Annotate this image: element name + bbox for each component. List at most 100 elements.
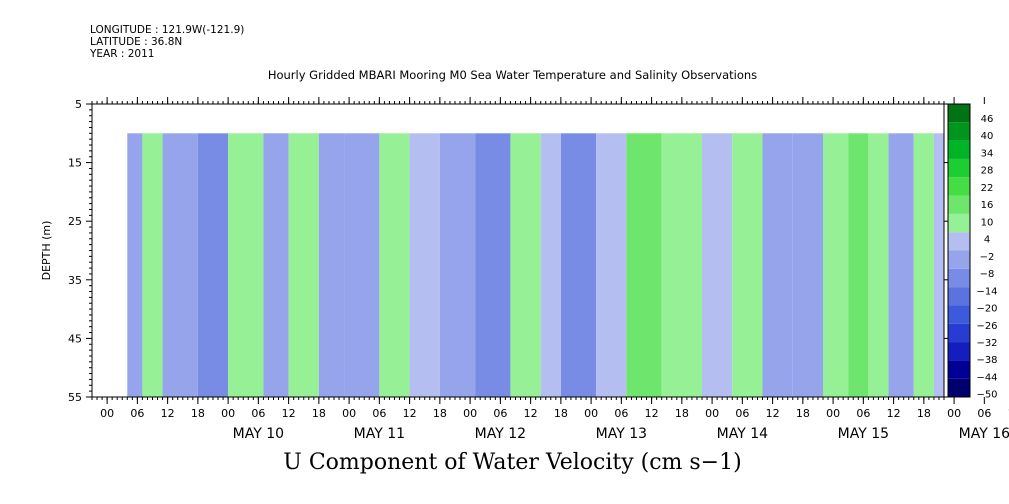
- y-tick-label: 15: [68, 157, 82, 170]
- x-day-label: MAY 14: [717, 426, 768, 442]
- heatmap-band-28: [933, 133, 944, 398]
- variable-label: U Component of Water Velocity (cm s−1): [0, 450, 1009, 475]
- x-hour-label: 06: [251, 407, 265, 420]
- heatmap-band-1: [142, 133, 163, 398]
- heatmap-band-5: [263, 133, 289, 398]
- mooring-metadata: LONGITUDE : 121.9W(-121.9) LATITUDE : 36…: [90, 24, 244, 60]
- x-hour-label: 18: [917, 407, 931, 420]
- x-hour-label: 12: [403, 407, 417, 420]
- x-day-label: MAY 16: [959, 426, 1009, 442]
- latitude-label: LATITUDE : 36.8N: [90, 36, 183, 48]
- y-axis-label: DEPTH (m): [40, 221, 53, 281]
- y-tick-label: 5: [75, 98, 82, 111]
- heatmap-band-8: [344, 133, 380, 398]
- x-hour-label: 12: [766, 407, 780, 420]
- colorbar-label: −50: [976, 390, 997, 401]
- x-hour-label: 06: [614, 407, 628, 420]
- heatmap-band-10: [409, 133, 440, 398]
- y-tick-label: 35: [68, 274, 82, 287]
- colorbar-swatch: [948, 287, 970, 306]
- heatmap-band-12: [475, 133, 511, 398]
- variable-label-text: U Component of Water Velocity (cm s−1): [283, 450, 742, 475]
- colorbar-swatch: [948, 177, 970, 196]
- colorbar-label: 16: [981, 200, 994, 211]
- colorbar-label: −8: [980, 269, 995, 280]
- colorbar-swatch: [948, 268, 970, 288]
- x-hour-label: 00: [100, 407, 114, 420]
- x-hour-label: 06: [372, 407, 386, 420]
- colorbar-frame: [947, 103, 971, 398]
- x-hour-label: 06: [493, 407, 507, 420]
- x-day-label: MAY 13: [596, 426, 647, 442]
- colorbar-label: 10: [981, 217, 994, 228]
- colorbar-swatch: [948, 158, 970, 178]
- x-hour-label: 06: [977, 407, 991, 420]
- colorbar-label: 34: [981, 148, 994, 159]
- x-hour-label: 12: [1008, 407, 1009, 420]
- x-hour-label: 06: [735, 407, 749, 420]
- heatmap-band-15: [560, 133, 597, 398]
- colorbar-swatch: [948, 213, 970, 233]
- heatmap-band-23: [823, 133, 849, 398]
- y-tick-label: 25: [68, 215, 82, 228]
- heatmap-band-26: [888, 133, 914, 398]
- longitude-label: LONGITUDE : 121.9W(-121.9): [90, 24, 245, 36]
- colorbar-swatch: [948, 305, 970, 324]
- x-hour-label: 00: [947, 407, 961, 420]
- x-hour-label: 06: [856, 407, 870, 420]
- heatmap-band-22: [792, 133, 824, 398]
- x-hour-label: 00: [826, 407, 840, 420]
- heatmap-band-14: [540, 133, 561, 398]
- chart-title: Hourly Gridded MBARI Mooring M0 Sea Wate…: [0, 68, 1009, 82]
- colorbar-swatch: [948, 360, 970, 379]
- heatmap-band-18: [661, 133, 703, 398]
- x-hour-label: 18: [433, 407, 447, 420]
- y-tick-label: 55: [68, 391, 82, 404]
- heatmap-band-2: [162, 133, 198, 398]
- colorbar-swatch: [948, 232, 970, 251]
- x-hour-label: 12: [887, 407, 901, 420]
- colorbar-label: 22: [981, 183, 994, 194]
- colorbar-swatch: [948, 104, 970, 123]
- x-hour-label: 12: [524, 407, 538, 420]
- heatmap-band-4: [228, 133, 264, 398]
- heatmap-band-0: [127, 133, 143, 398]
- colorbar-label: 28: [981, 166, 994, 177]
- x-hour-label: 06: [130, 407, 144, 420]
- colorbar-swatch: [948, 378, 970, 397]
- heatmap-band-13: [510, 133, 541, 398]
- heatmap-band-3: [197, 133, 229, 398]
- x-day-label: MAY 10: [233, 426, 284, 442]
- x-day-label: MAY 11: [354, 426, 405, 442]
- x-day-label: MAY 12: [475, 426, 526, 442]
- heatmap-band-20: [732, 133, 763, 398]
- colorbar-swatch: [948, 122, 970, 141]
- x-hour-label: 12: [282, 407, 296, 420]
- chart-title-text: Hourly Gridded MBARI Mooring M0 Sea Wate…: [267, 68, 758, 82]
- heatmap-band-9: [379, 133, 410, 398]
- colorbar-label: −32: [976, 338, 997, 349]
- year-label: YEAR : 2011: [90, 48, 155, 60]
- colorbar-label: −20: [976, 304, 997, 315]
- x-hour-label: 00: [342, 407, 356, 420]
- x-hour-label: 00: [584, 407, 598, 420]
- heatmap-band-21: [762, 133, 793, 398]
- colorbar-swatch: [948, 342, 970, 361]
- x-hour-label: 18: [554, 407, 568, 420]
- x-hour-label: 18: [796, 407, 810, 420]
- x-hour-label: 18: [675, 407, 689, 420]
- colorbar-swatch: [948, 195, 970, 214]
- x-day-label: MAY 15: [838, 426, 889, 442]
- x-hour-label: 12: [161, 407, 175, 420]
- x-hour-label: 18: [191, 407, 205, 420]
- heatmap-band-25: [868, 133, 889, 398]
- colorbar-label: −26: [976, 321, 997, 332]
- y-tick-label: 45: [68, 332, 82, 345]
- colorbar-label: 4: [984, 235, 990, 246]
- colorbar-label: −2: [980, 252, 995, 263]
- heatmap-band-17: [626, 133, 662, 398]
- heatmap-band-7: [318, 133, 345, 398]
- x-hour-label: 00: [705, 407, 719, 420]
- x-hour-label: 00: [221, 407, 235, 420]
